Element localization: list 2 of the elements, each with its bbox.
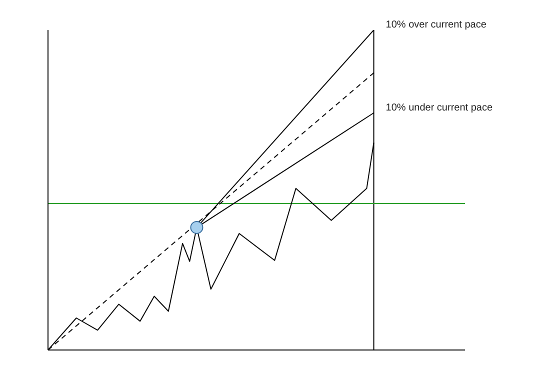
text: 10% over current pace: [386, 20, 487, 31]
text: 10% under current pace: [386, 102, 493, 114]
